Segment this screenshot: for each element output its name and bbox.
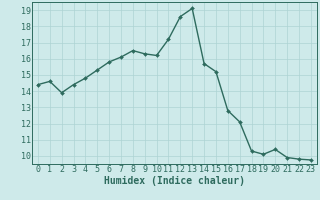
- X-axis label: Humidex (Indice chaleur): Humidex (Indice chaleur): [104, 176, 245, 186]
